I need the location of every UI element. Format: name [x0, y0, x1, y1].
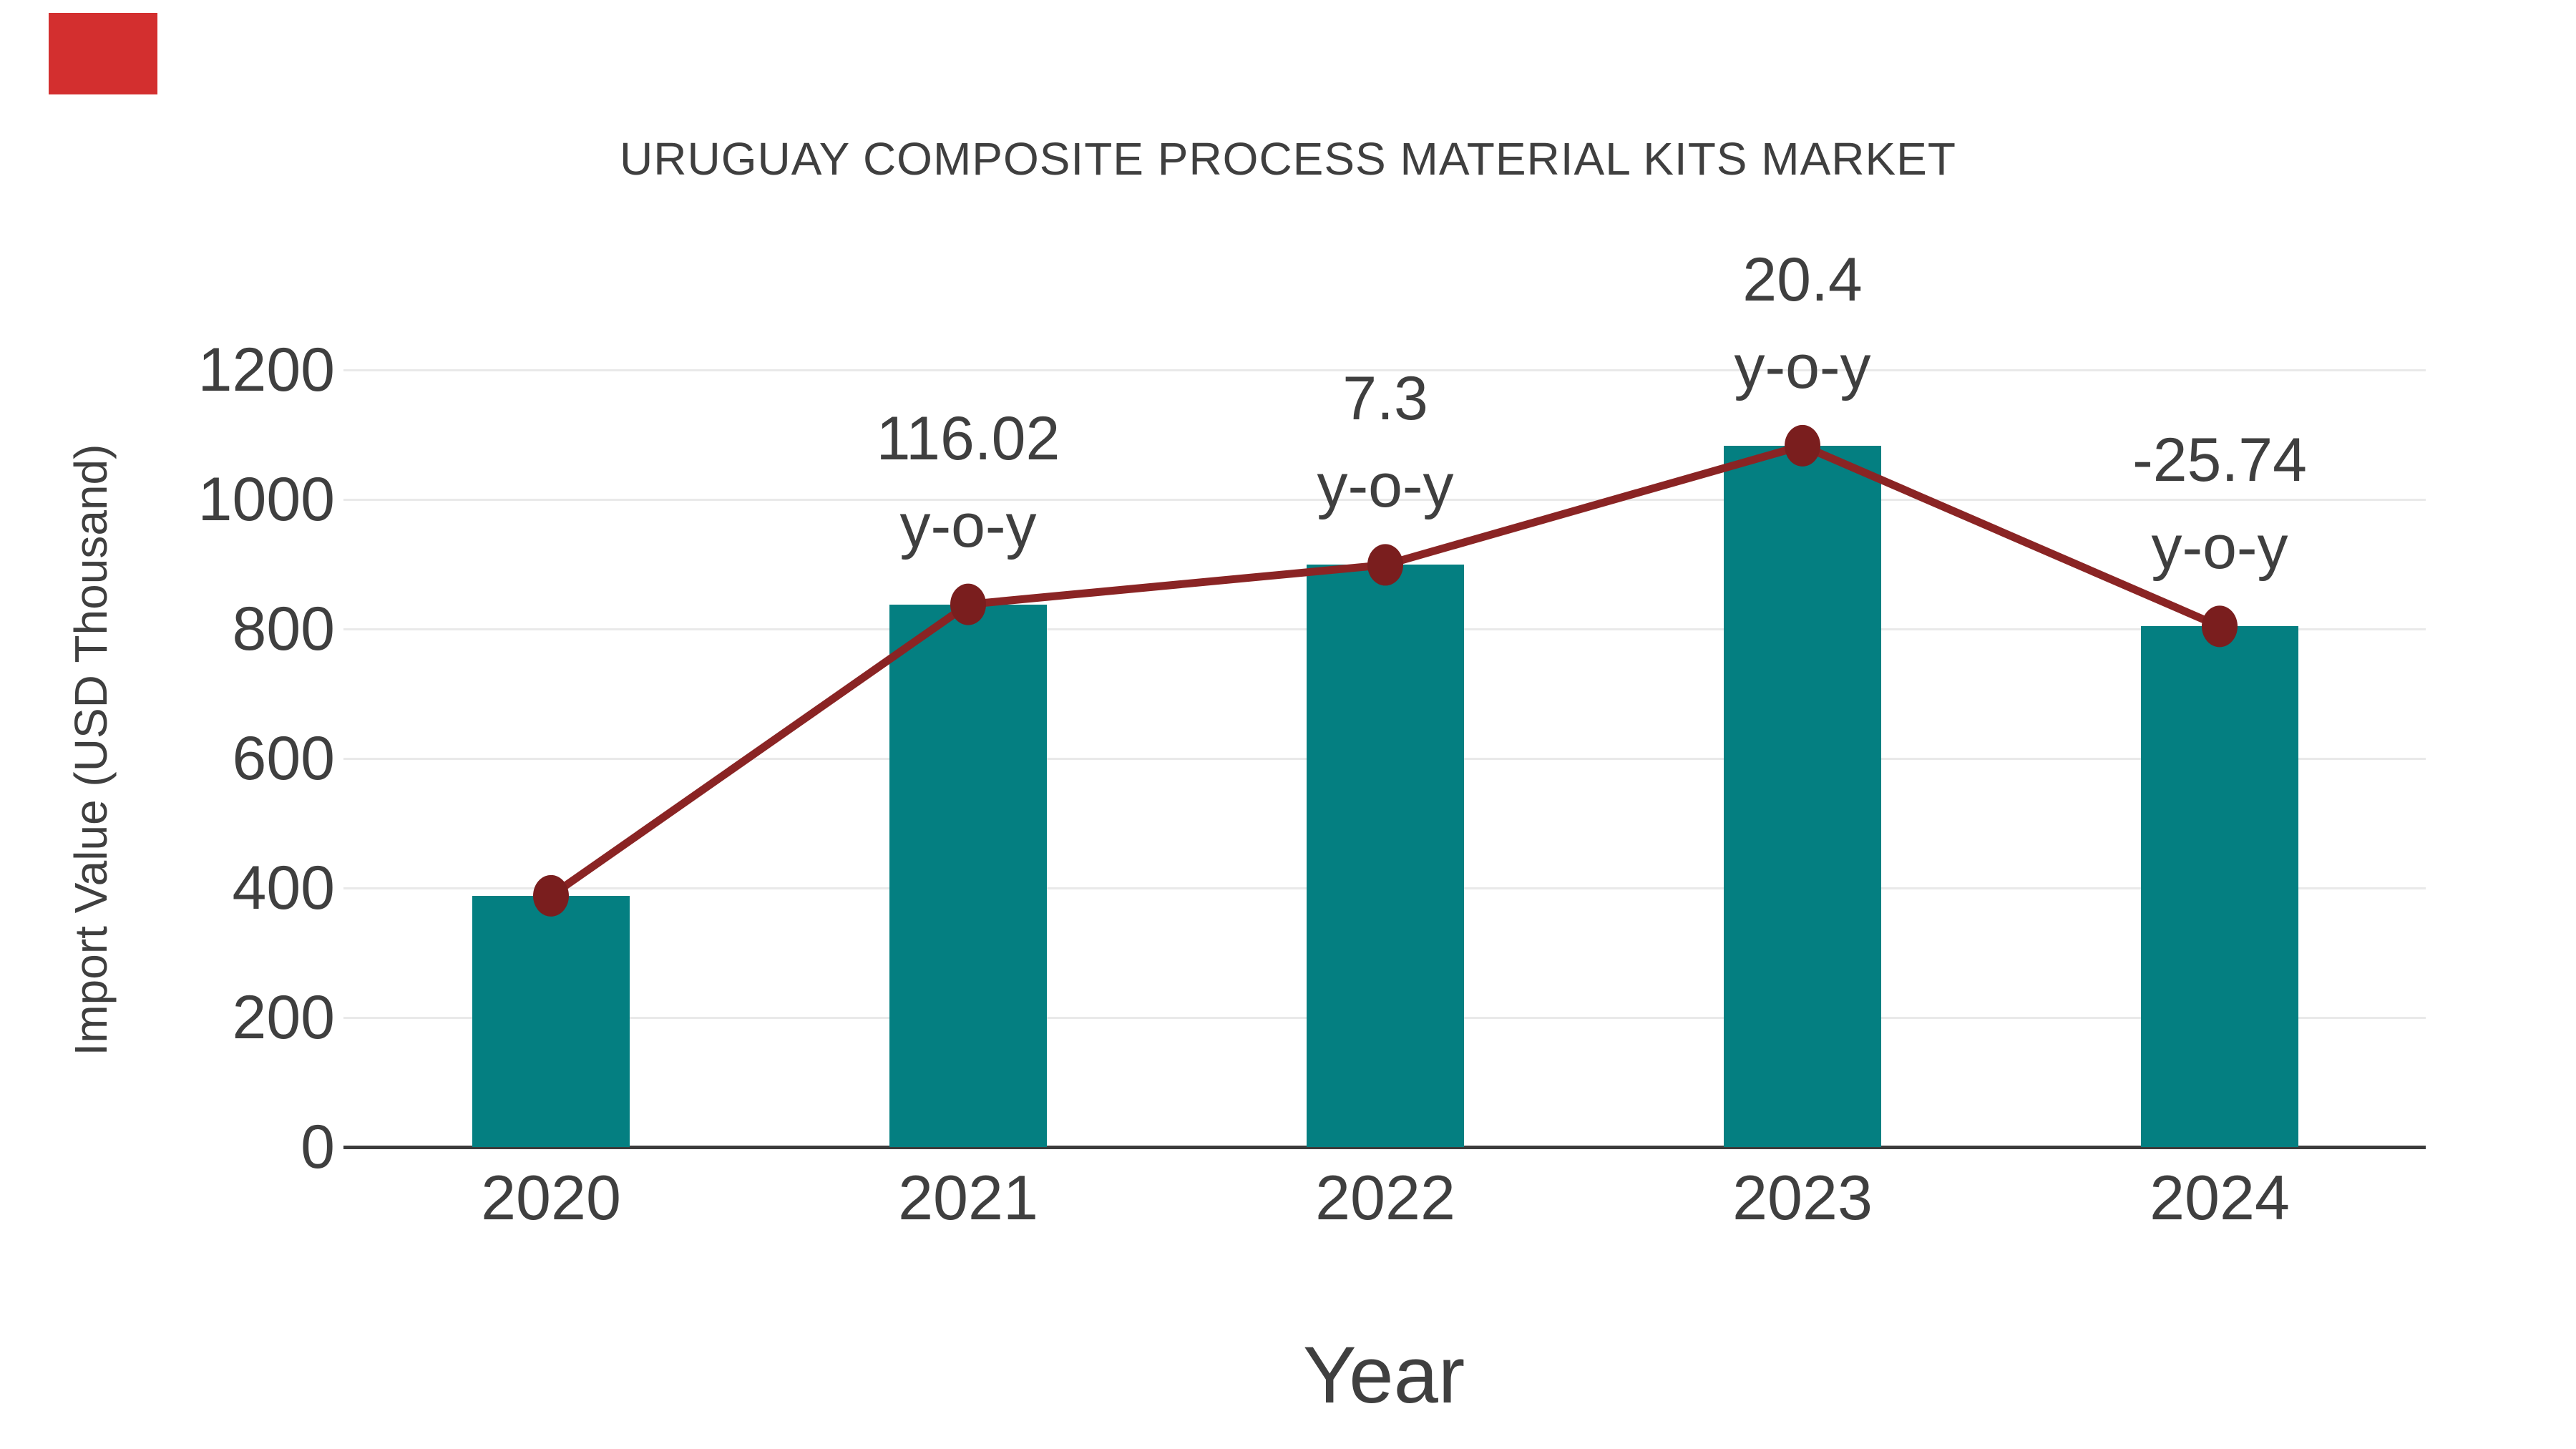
point-label-value-2022: 7.3	[1342, 364, 1428, 434]
bar-2024	[2141, 626, 2298, 1147]
bar-2023	[1724, 446, 1881, 1147]
y-tick-label: 600	[232, 724, 336, 793]
y-tick-label: 1200	[197, 336, 335, 404]
y-gridline	[343, 369, 2426, 371]
y-tick-label: 400	[232, 854, 336, 922]
chart-title: URUGUAY COMPOSITE PROCESS MATERIAL KITS …	[620, 133, 1956, 185]
y-tick-label: 200	[232, 983, 336, 1052]
bar-2021	[889, 605, 1047, 1147]
y-tick-label: 1000	[197, 465, 335, 534]
x-tick-label-2023: 2023	[1732, 1162, 1873, 1233]
x-tick-label-2022: 2022	[1315, 1162, 1455, 1233]
bar-2020	[472, 896, 630, 1147]
red-corner-marker	[49, 13, 157, 94]
x-axis-title: Year	[1302, 1330, 1465, 1420]
x-tick-label-2021: 2021	[898, 1162, 1038, 1233]
y-tick-label: 800	[232, 595, 336, 663]
x-tick-label-2020: 2020	[481, 1162, 621, 1233]
x-axis-line	[343, 1146, 2426, 1149]
x-tick-label-2024: 2024	[2150, 1162, 2290, 1233]
point-label-value-2021: 116.02	[876, 404, 1060, 473]
point-label-suffix-2021: y-o-y	[899, 491, 1037, 560]
point-label-suffix-2022: y-o-y	[1317, 452, 1454, 521]
point-label-suffix-2024: y-o-y	[2151, 513, 2288, 582]
point-label-value-2024: -25.74	[2132, 426, 2307, 495]
bar-2022	[1307, 565, 1464, 1147]
point-label-value-2023: 20.4	[1742, 245, 1863, 314]
point-label-suffix-2023: y-o-y	[1734, 332, 1871, 401]
y-tick-label: 0	[301, 1113, 335, 1181]
